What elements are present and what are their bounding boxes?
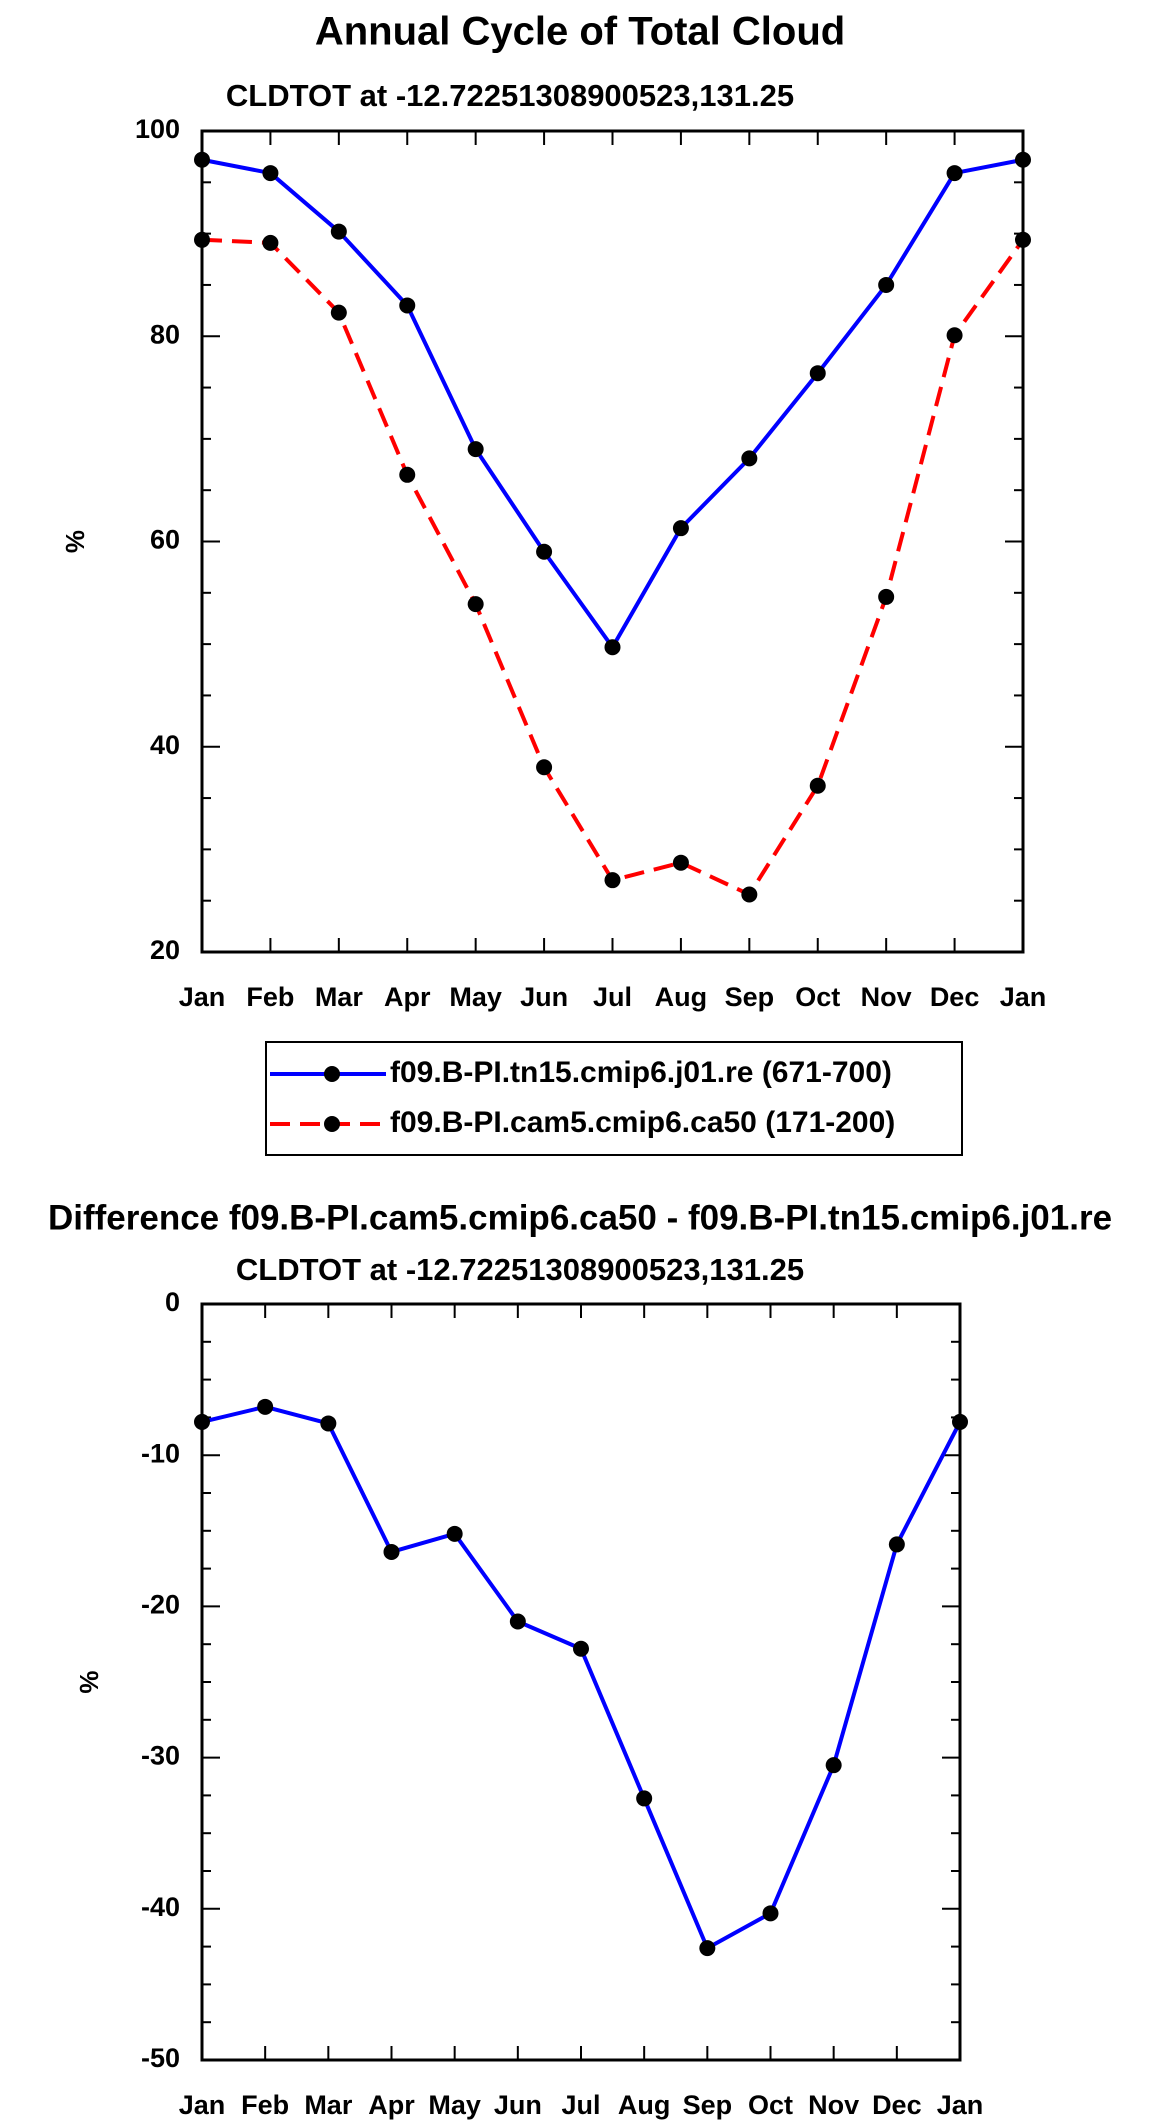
series-2-point bbox=[946, 327, 963, 344]
series-2-point bbox=[330, 304, 347, 321]
y-axis-label: % bbox=[74, 1670, 104, 1693]
series-1-point bbox=[809, 365, 826, 382]
series-1-point bbox=[257, 1398, 274, 1415]
series-1-point bbox=[509, 1613, 526, 1630]
legend-label: f09.B-PI.tn15.cmip6.j01.re (671-700) bbox=[390, 1056, 892, 1089]
series-1-point bbox=[194, 151, 210, 168]
series-1-point bbox=[636, 1790, 653, 1807]
x-tick-label: Jul bbox=[593, 982, 632, 1012]
legend-label: f09.B-PI.cam5.cmip6.ca50 (171-200) bbox=[390, 1106, 895, 1139]
series-1-point bbox=[573, 1640, 589, 1657]
y-tick-label: -40 bbox=[141, 1892, 180, 1922]
series-line-1 bbox=[201, 1404, 962, 1951]
x-tick-label: Oct bbox=[748, 2090, 793, 2120]
series-1-point bbox=[383, 1543, 400, 1560]
legend-marker-1 bbox=[324, 1066, 340, 1082]
series-2-point bbox=[604, 872, 621, 889]
y-tick-label: -50 bbox=[141, 2043, 180, 2073]
x-tick-label: Apr bbox=[368, 2090, 415, 2120]
x-tick-label: May bbox=[449, 982, 502, 1012]
x-tick-label: May bbox=[428, 2090, 481, 2120]
x-tick-label: Aug bbox=[655, 982, 707, 1012]
x-tick-label: Jul bbox=[561, 2090, 600, 2120]
chart-subtitle: CLDTOT at -12.72251308900523,131.25 bbox=[236, 1252, 804, 1287]
series-1-point bbox=[952, 1413, 968, 1430]
x-tick-label: Feb bbox=[246, 982, 294, 1012]
y-tick-label: 100 bbox=[135, 114, 180, 144]
series-2-point bbox=[878, 588, 895, 605]
legend-box bbox=[265, 1041, 963, 1156]
x-tick-label: Apr bbox=[384, 982, 431, 1012]
x-tick-label: Jun bbox=[520, 982, 568, 1012]
series-1-point bbox=[467, 441, 484, 458]
series-2-point bbox=[399, 466, 416, 483]
y-tick-label: 80 bbox=[150, 319, 180, 349]
x-tick-label: Nov bbox=[808, 2090, 859, 2120]
series-1-point bbox=[1015, 151, 1031, 168]
series-1-point bbox=[320, 1415, 337, 1432]
x-tick-label: Jun bbox=[494, 2090, 542, 2120]
legend: f09.B-PI.tn15.cmip6.j01.re (671-700) f09.… bbox=[265, 1041, 963, 1156]
series-2-point bbox=[741, 886, 758, 903]
series-1-point bbox=[604, 639, 621, 656]
y-tick-label: 20 bbox=[150, 935, 180, 965]
y-axis-label: % bbox=[60, 530, 90, 553]
series-2-point bbox=[467, 596, 484, 613]
y-tick-label: 40 bbox=[150, 730, 180, 760]
legend-marker-2 bbox=[324, 1116, 340, 1132]
chart-subtitle: CLDTOT at -12.72251308900523,131.25 bbox=[226, 78, 794, 113]
series-1-point bbox=[536, 543, 553, 560]
x-tick-label: Jan bbox=[1000, 982, 1047, 1012]
series-1-point bbox=[446, 1525, 463, 1542]
series-1-point bbox=[946, 165, 963, 182]
x-tick-label: Dec bbox=[930, 982, 980, 1012]
series-1-point bbox=[825, 1757, 842, 1774]
chart-title: Annual Cycle of Total Cloud bbox=[315, 10, 845, 54]
y-tick-label: 60 bbox=[150, 525, 180, 555]
x-tick-label: Nov bbox=[861, 982, 912, 1012]
series-line-2 bbox=[201, 237, 1025, 897]
series-1-point bbox=[888, 1536, 905, 1553]
series-1-point bbox=[672, 520, 689, 537]
series-1-point bbox=[878, 276, 895, 293]
series-1-point bbox=[762, 1905, 779, 1922]
series-2-point bbox=[536, 759, 553, 776]
x-tick-label: Feb bbox=[241, 2090, 289, 2120]
x-tick-label: Aug bbox=[618, 2090, 670, 2120]
series-2-point bbox=[809, 777, 826, 794]
series-2-point bbox=[194, 231, 210, 248]
chart-1: Annual Cycle of Total Cloud CLDTOT at -12… bbox=[60, 10, 1047, 1156]
x-tick-label: Sep bbox=[683, 2090, 733, 2120]
series-1-point bbox=[699, 1940, 716, 1957]
chart-2: Difference f09.B-PI.cam5.cmip6.ca50 - f0… bbox=[48, 1198, 1112, 2120]
x-tick-label: Dec bbox=[872, 2090, 922, 2120]
y-tick-label: -30 bbox=[141, 1741, 180, 1771]
x-tick-label: Jan bbox=[179, 2090, 226, 2120]
plot-frame bbox=[200, 1302, 962, 2062]
series-1-point bbox=[399, 297, 416, 314]
series-1-point bbox=[741, 450, 758, 467]
series-1-point bbox=[194, 1413, 210, 1430]
x-tick-label: Jan bbox=[937, 2090, 984, 2120]
y-tick-label: -20 bbox=[141, 1590, 180, 1620]
series-1-point bbox=[262, 165, 279, 182]
series-line-1 bbox=[201, 157, 1024, 650]
series-2-point bbox=[672, 854, 689, 871]
chart-title: Difference f09.B-PI.cam5.cmip6.ca50 - f0… bbox=[48, 1198, 1112, 1237]
x-tick-label: Mar bbox=[304, 2090, 353, 2120]
y-tick-label: 0 bbox=[165, 1287, 180, 1317]
x-tick-label: Sep bbox=[725, 982, 775, 1012]
x-tick-label: Mar bbox=[315, 982, 364, 1012]
series-1-point bbox=[330, 223, 347, 240]
series-2-point bbox=[1015, 231, 1031, 248]
x-tick-label: Oct bbox=[795, 982, 840, 1012]
series-2-point bbox=[262, 234, 279, 251]
x-tick-label: Jan bbox=[179, 982, 226, 1012]
y-tick-label: -10 bbox=[141, 1438, 180, 1468]
